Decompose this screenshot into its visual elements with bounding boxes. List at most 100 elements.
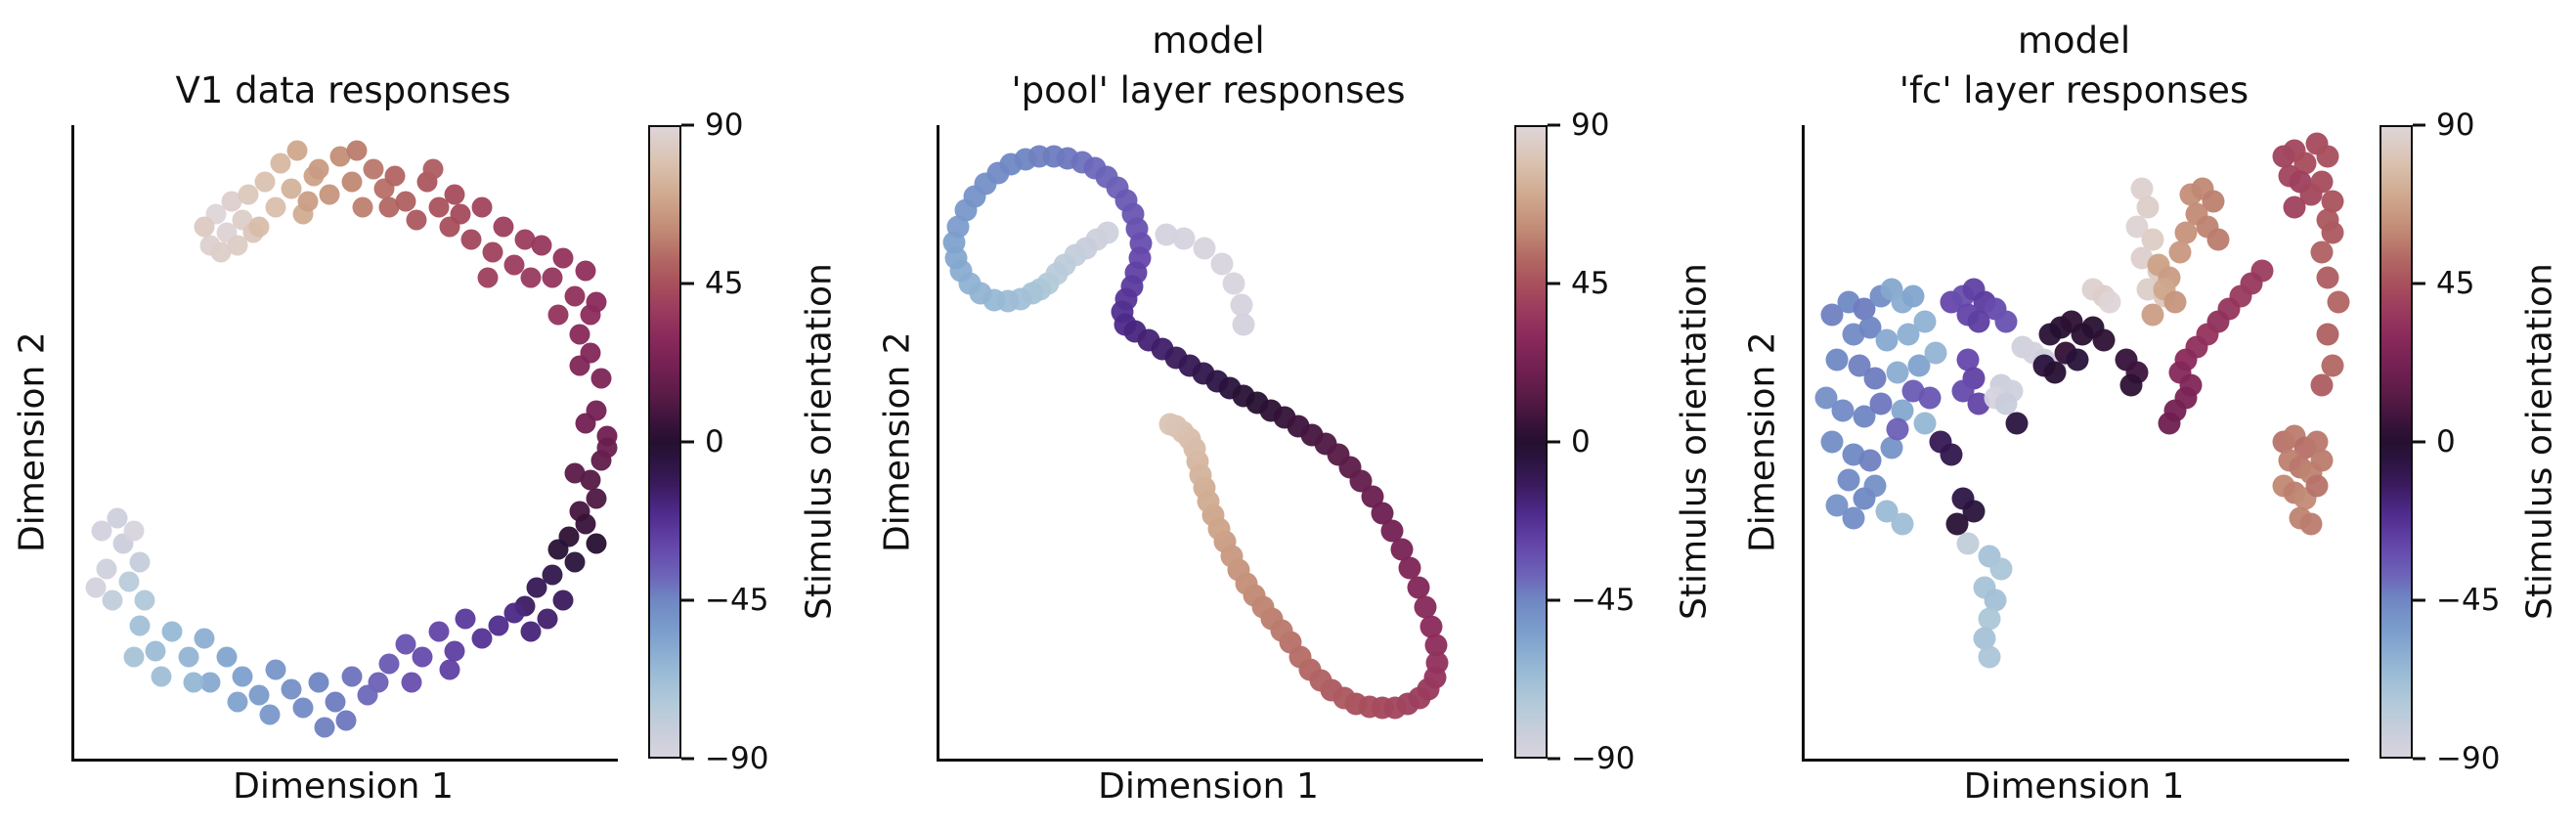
scatter-point xyxy=(1417,677,1440,701)
scatter-point xyxy=(1423,666,1447,689)
scatter-point xyxy=(2217,297,2241,321)
scatter-point xyxy=(2141,228,2164,251)
colorbar-tick-label: 45 xyxy=(705,266,744,301)
x-axis-label: Dimension 1 xyxy=(233,766,454,807)
scatter-point xyxy=(1907,354,1931,377)
scatter-point xyxy=(2060,310,2083,333)
scatter-point xyxy=(281,678,302,700)
scatter-point xyxy=(503,602,525,624)
scatter-point xyxy=(1042,145,1066,168)
scatter-point xyxy=(227,691,248,713)
scatter-point xyxy=(357,684,378,706)
scatter-point xyxy=(1218,376,1242,400)
scatter-point xyxy=(1027,145,1051,168)
colorbar-tick xyxy=(2413,757,2425,761)
colorbar-tick xyxy=(681,757,694,761)
scatter-point xyxy=(514,595,536,617)
scatter-point xyxy=(1390,538,1414,560)
scatter-point xyxy=(969,282,992,305)
scatter-point xyxy=(1137,328,1160,352)
colorbar-tick xyxy=(2413,282,2425,285)
scatter-point xyxy=(1128,246,1152,270)
scatter-point xyxy=(1825,494,1849,517)
scatter-point xyxy=(1371,696,1394,720)
scatter-point xyxy=(248,216,270,238)
scatter-point xyxy=(444,640,465,662)
scatter-point xyxy=(580,469,601,491)
scatter-point xyxy=(2305,132,2329,155)
scatter-point xyxy=(210,241,232,263)
scatter-point xyxy=(488,615,509,636)
scatter-point xyxy=(1113,313,1137,336)
colorbar-tick-label: −45 xyxy=(1571,583,1636,618)
scatter-point xyxy=(1205,370,1229,393)
scatter-point xyxy=(422,158,444,180)
scatter-point xyxy=(1880,278,1903,301)
scatter-point xyxy=(292,203,314,225)
scatter-point xyxy=(2316,266,2339,289)
colorbar-label: Stimulus orientation xyxy=(1674,263,1715,621)
scatter-point xyxy=(2321,190,2344,213)
scatter-point xyxy=(2049,316,2073,339)
scatter-point xyxy=(2168,240,2192,264)
scatter-point xyxy=(2310,449,2334,472)
scatter-point xyxy=(1863,367,1887,390)
scatter-point xyxy=(232,209,253,231)
scatter-point xyxy=(1820,430,1844,454)
scatter-point xyxy=(112,533,134,554)
scatter-point xyxy=(1287,415,1310,438)
scatter-point xyxy=(2316,323,2339,346)
scatter-point xyxy=(1962,500,1986,523)
scatter-point xyxy=(1814,386,1838,410)
scatter-point xyxy=(242,222,264,243)
scatter-point xyxy=(531,235,552,256)
scatter-point xyxy=(1036,272,1060,295)
scatter-point xyxy=(586,533,607,554)
scatter-point xyxy=(205,203,227,225)
title-line: model xyxy=(1152,19,1265,62)
scatter-point xyxy=(216,646,238,668)
scatter-point xyxy=(1344,692,1368,716)
scatter-point xyxy=(2179,183,2203,206)
scatter-point xyxy=(2147,259,2170,283)
scatter-point xyxy=(2283,139,2306,162)
scatter-point xyxy=(1083,156,1107,180)
scatter-point xyxy=(450,203,471,225)
scatter-point xyxy=(2011,335,2034,359)
scatter-point xyxy=(586,488,607,509)
scatter-point xyxy=(575,260,596,282)
scatter-point xyxy=(1251,595,1275,619)
scatter-point xyxy=(2272,430,2295,454)
scatter-point xyxy=(1880,436,1903,459)
scatter-point xyxy=(1120,275,1144,298)
colorbar-tick-label: 0 xyxy=(1571,424,1591,459)
colorbar-ticks: 90 45 0 −45 −90 xyxy=(681,108,789,776)
scatter-point xyxy=(395,633,416,655)
scatter-point xyxy=(575,513,596,535)
scatter-point xyxy=(2168,361,2192,384)
scatter-point xyxy=(999,153,1023,176)
scatter-point xyxy=(2081,278,2105,301)
scatter-point xyxy=(1967,392,1990,415)
scatter-point xyxy=(2196,323,2219,346)
scatter-point xyxy=(1349,469,1373,493)
colorbar-tick-label: 45 xyxy=(1571,266,1610,301)
scatter-point xyxy=(2289,506,2312,530)
scatter-point xyxy=(1984,386,2007,410)
scatter-point xyxy=(2229,284,2252,308)
scatter-points xyxy=(74,125,618,759)
scatter-point xyxy=(2130,246,2154,270)
scatter-point xyxy=(1260,607,1284,631)
scatter-point xyxy=(123,646,145,668)
scatter-point xyxy=(1408,686,1431,710)
scatter-point xyxy=(2272,474,2295,498)
scatter-point xyxy=(1056,147,1079,170)
scatter-point xyxy=(384,165,406,187)
scatter-point xyxy=(412,646,433,668)
scatter-point xyxy=(2098,290,2121,314)
scatter-point xyxy=(406,209,427,231)
scatter-point xyxy=(2136,196,2160,219)
scatter-point xyxy=(134,590,155,611)
scatter-point xyxy=(580,304,601,326)
